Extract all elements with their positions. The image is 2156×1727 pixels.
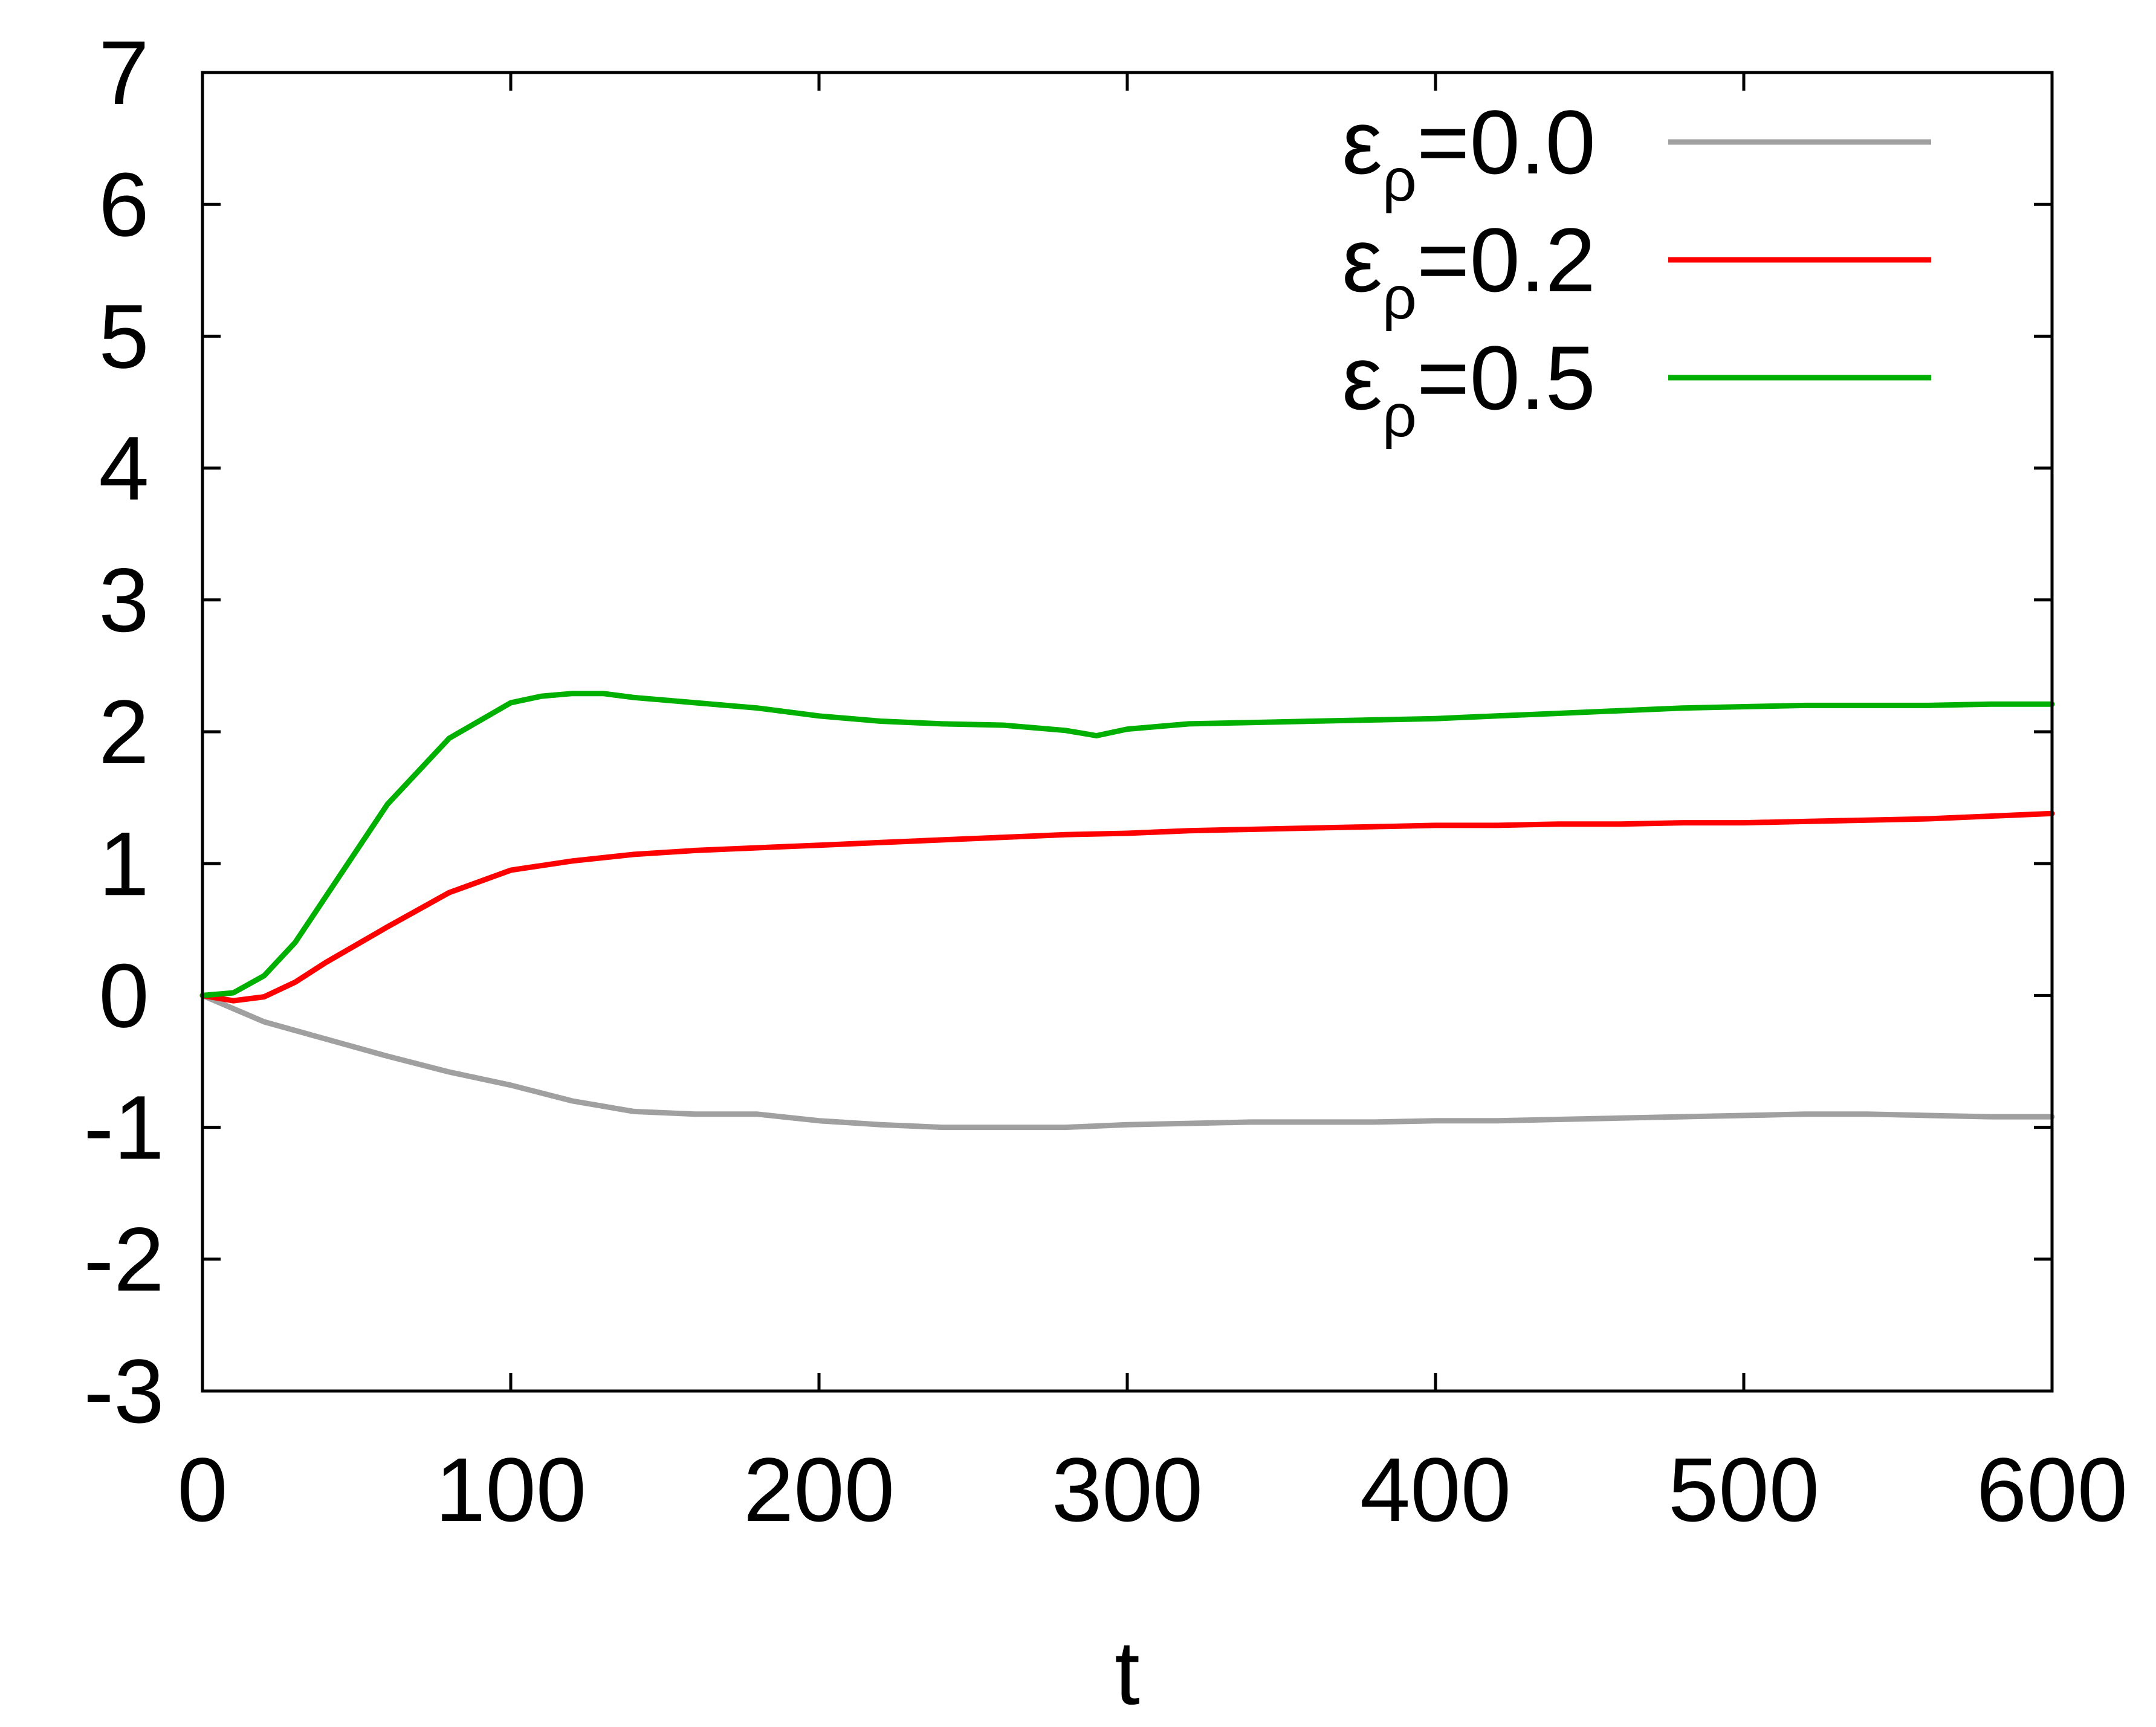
legend-entry-2: ερ=0.5	[1342, 327, 1931, 450]
y-tick-label: 2	[99, 681, 149, 783]
legend-entry-1: ερ=0.2	[1342, 209, 1931, 332]
legend-subscript: ρ	[1382, 264, 1417, 332]
y-tick-label: -1	[83, 1077, 164, 1178]
series-line-1	[199, 810, 2055, 1004]
x-tick-label: 200	[743, 1439, 895, 1540]
x-tick-label: 100	[435, 1439, 586, 1540]
x-tick-label: 0	[177, 1439, 227, 1540]
legend-label: ερ=0.0	[1342, 91, 1596, 214]
y-tick-label: 6	[99, 153, 149, 255]
plot-frame	[201, 71, 2054, 1393]
series-layer	[199, 691, 2055, 1131]
legend-value: =0.2	[1417, 209, 1596, 311]
legend-subscript: ρ	[1382, 382, 1417, 450]
legend: ερ=0.0ερ=0.2ερ=0.5	[1342, 91, 1931, 450]
y-tick-label: 4	[99, 418, 149, 519]
legend-subscript: ρ	[1382, 146, 1417, 214]
legend-entry-0: ερ=0.0	[1342, 91, 1931, 214]
x-tick-label: 300	[1052, 1439, 1203, 1540]
x-axis-title: t	[1115, 1622, 1140, 1723]
x-tick-label: 600	[1976, 1439, 2128, 1540]
series-line-2	[199, 691, 2055, 998]
legend-symbol: ε	[1342, 209, 1382, 311]
legend-value: =0.5	[1417, 327, 1596, 428]
legend-symbol: ε	[1342, 327, 1382, 428]
series-line-0	[199, 992, 2055, 1131]
legend-symbol: ε	[1342, 91, 1382, 193]
legend-label: ερ=0.2	[1342, 209, 1596, 332]
y-tick-label: 1	[99, 813, 149, 914]
y-tick-label: -3	[83, 1340, 164, 1442]
y-tick-label: 7	[99, 22, 149, 123]
y-tick-label: 0	[99, 944, 149, 1046]
x-tick-label: 500	[1668, 1439, 1819, 1540]
x-tick-label: 400	[1360, 1439, 1511, 1540]
y-tick-label: -2	[83, 1209, 164, 1310]
y-tick-label: 3	[99, 549, 149, 651]
tick-labels-layer: 0 100 200 300 400 500 600 -3 -2 -1 0 1 2 3 4 5 6 7	[83, 22, 2128, 1540]
legend-label: ερ=0.5	[1342, 327, 1596, 450]
y-tick-label: 5	[99, 285, 149, 387]
legend-value: =0.0	[1417, 91, 1596, 193]
